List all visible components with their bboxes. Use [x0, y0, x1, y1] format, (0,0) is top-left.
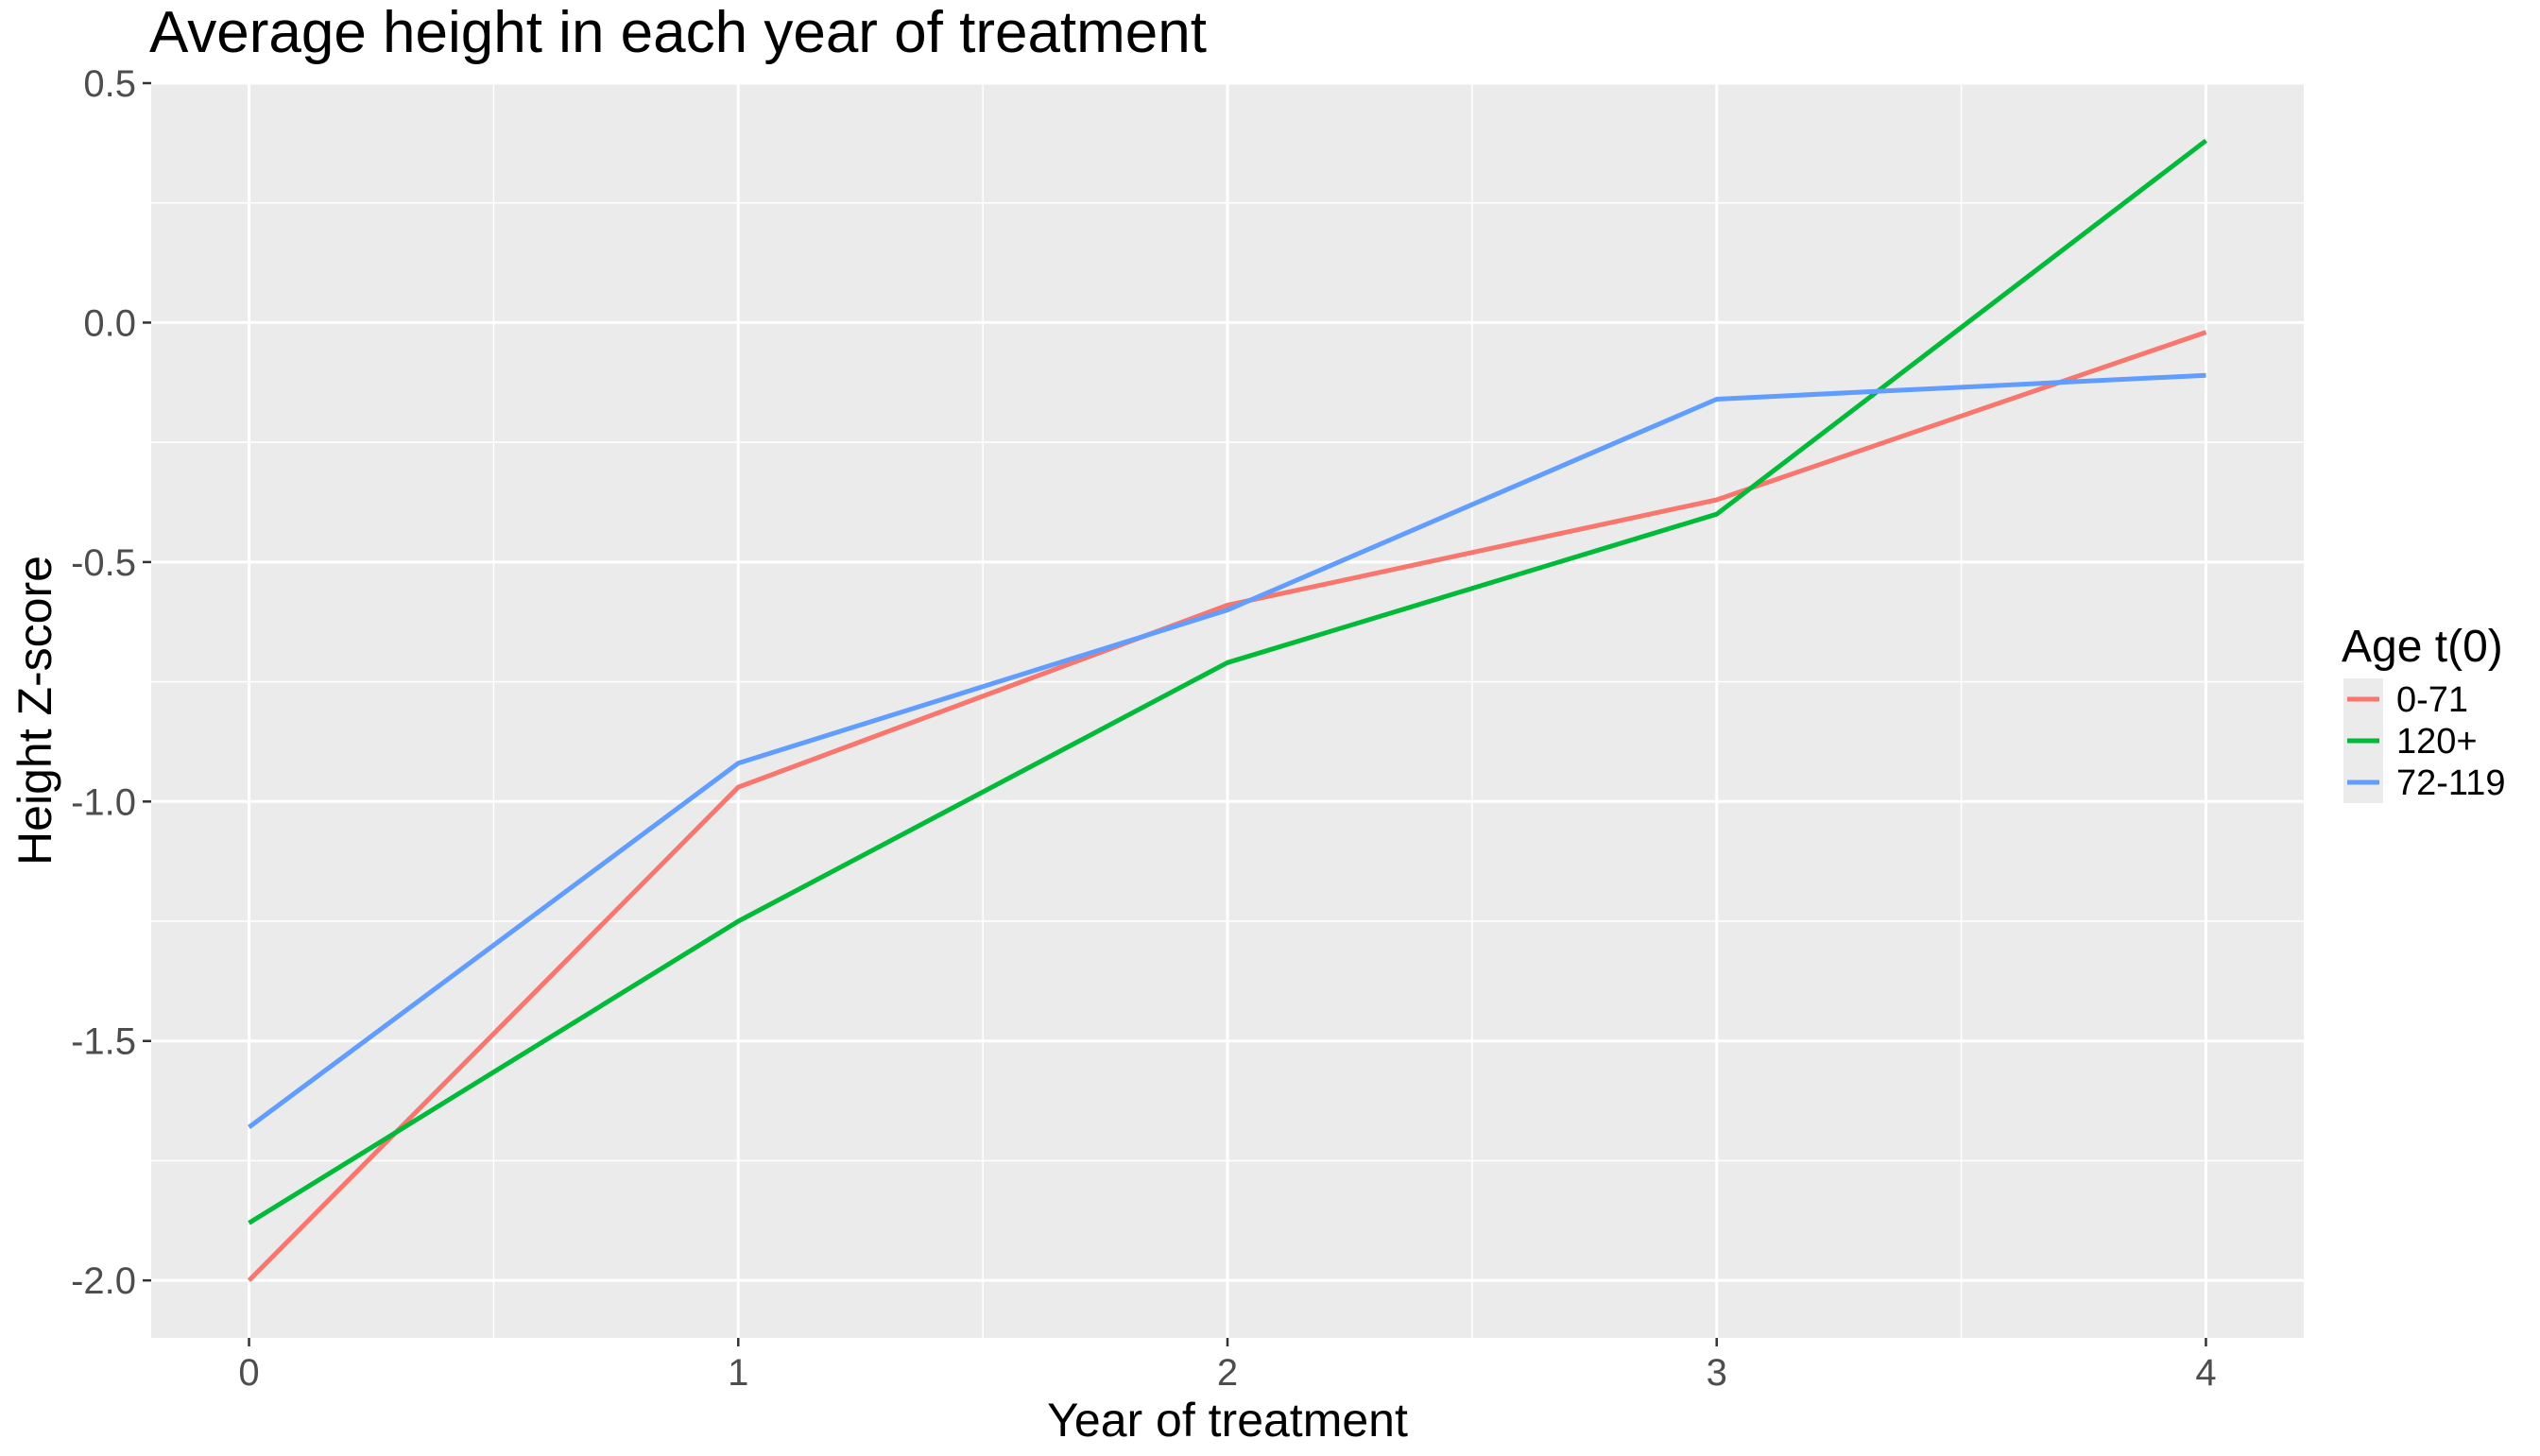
- x-tick-label: 4: [2195, 1352, 2216, 1394]
- x-tick-label: 1: [728, 1352, 748, 1394]
- y-tick-label: -1.5: [71, 1021, 136, 1063]
- legend-title: Age t(0): [2342, 622, 2503, 672]
- y-axis: -2.0 -1.5 -1.0 -0.5 0.0 0.5: [71, 63, 151, 1302]
- x-tick-label: 2: [1217, 1352, 1238, 1394]
- x-tick-label: 0: [238, 1352, 259, 1394]
- y-axis-label: Height Z-score: [9, 556, 61, 865]
- legend-label-0-71: 0-71: [2396, 680, 2468, 720]
- legend-label-72-119: 72-119: [2396, 763, 2506, 803]
- y-tick-label: 0.5: [83, 63, 136, 105]
- series-layer: [247, 138, 2208, 1282]
- y-tick-label: -2.0: [71, 1260, 136, 1302]
- legend-label-120: 120+: [2396, 722, 2478, 762]
- series-line-0-71: [247, 330, 2207, 1282]
- series-line-72-119: [248, 372, 2206, 1130]
- chart-title: Average height in each year of treatment: [149, 0, 1207, 65]
- x-axis: 0 1 2 3 4: [238, 1338, 2217, 1394]
- x-axis-label: Year of treatment: [1047, 1394, 1408, 1447]
- y-tick-label: 0.0: [83, 302, 136, 344]
- grid-major: [151, 81, 2304, 1338]
- y-tick-label: -0.5: [71, 542, 136, 584]
- x-tick-label: 3: [1707, 1352, 1727, 1394]
- y-tick-label: -1.0: [71, 781, 136, 823]
